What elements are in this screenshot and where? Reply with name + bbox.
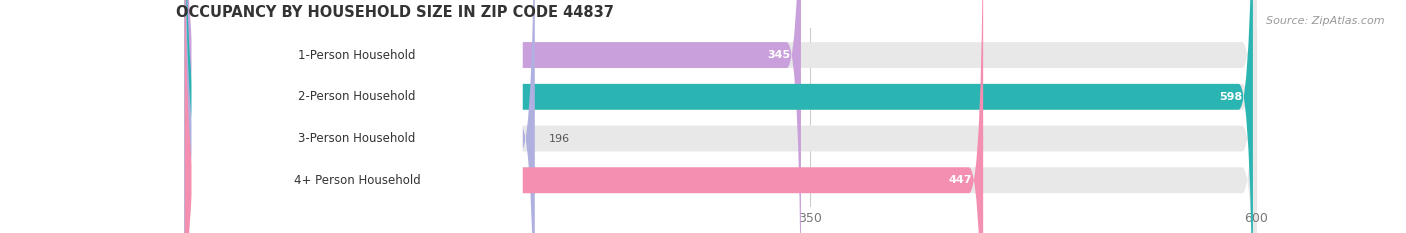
FancyBboxPatch shape — [184, 0, 1257, 233]
Text: 345: 345 — [768, 50, 790, 60]
Text: 196: 196 — [550, 134, 571, 144]
Text: 3-Person Household: 3-Person Household — [298, 132, 416, 145]
FancyBboxPatch shape — [184, 0, 1253, 233]
FancyBboxPatch shape — [184, 0, 1257, 233]
FancyBboxPatch shape — [191, 0, 522, 233]
Text: 2-Person Household: 2-Person Household — [298, 90, 416, 103]
Text: 598: 598 — [1219, 92, 1241, 102]
Text: 4+ Person Household: 4+ Person Household — [294, 174, 420, 187]
Text: Source: ZipAtlas.com: Source: ZipAtlas.com — [1267, 16, 1385, 26]
FancyBboxPatch shape — [184, 0, 801, 233]
FancyBboxPatch shape — [191, 0, 522, 233]
FancyBboxPatch shape — [184, 0, 983, 233]
FancyBboxPatch shape — [191, 0, 522, 233]
FancyBboxPatch shape — [184, 0, 1257, 233]
Text: OCCUPANCY BY HOUSEHOLD SIZE IN ZIP CODE 44837: OCCUPANCY BY HOUSEHOLD SIZE IN ZIP CODE … — [176, 5, 613, 20]
Text: 447: 447 — [949, 175, 973, 185]
FancyBboxPatch shape — [184, 0, 534, 233]
Text: 1-Person Household: 1-Person Household — [298, 48, 416, 62]
FancyBboxPatch shape — [184, 0, 1257, 233]
FancyBboxPatch shape — [191, 0, 522, 233]
